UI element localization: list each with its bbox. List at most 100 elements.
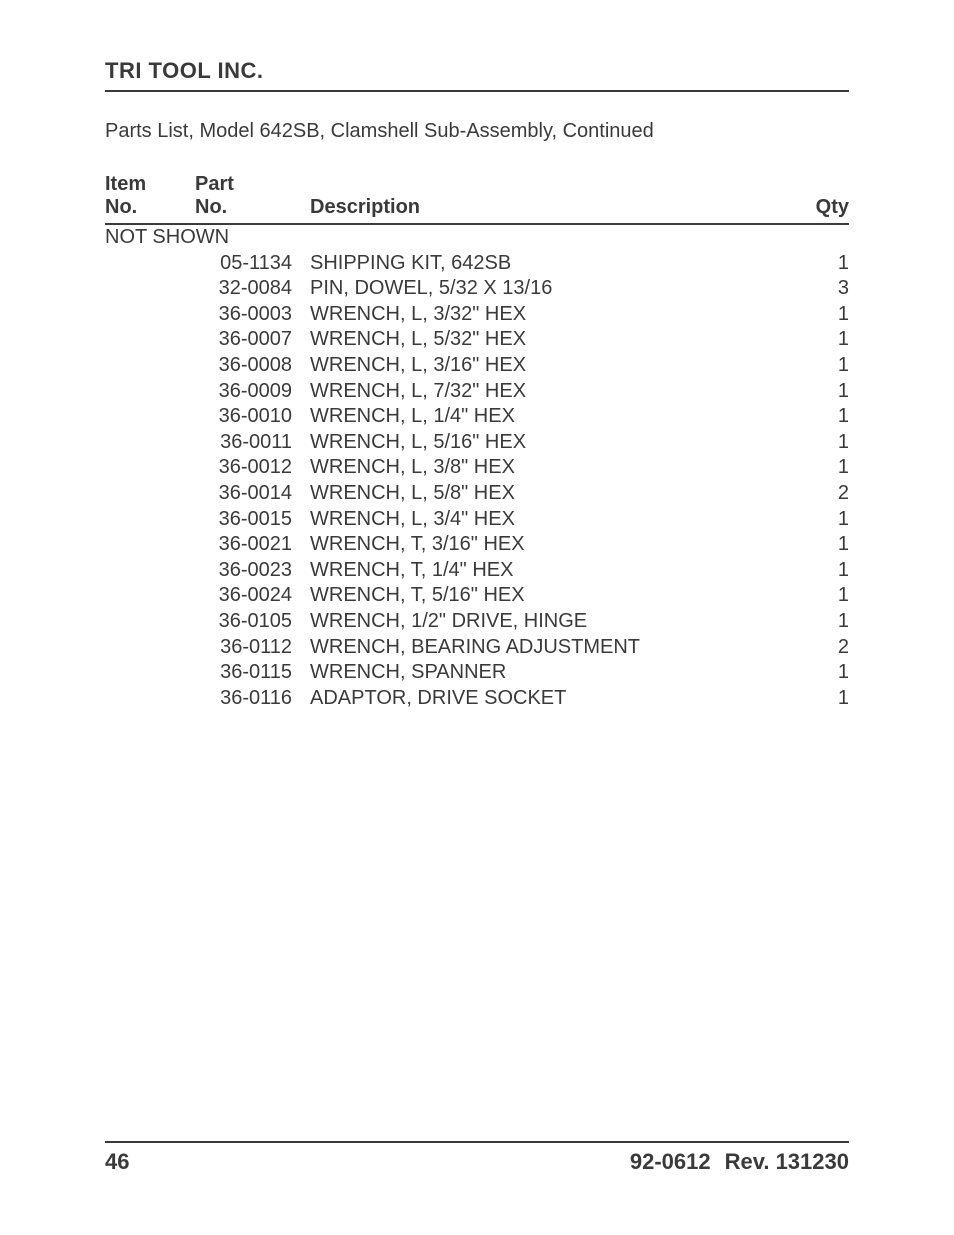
col-header-description: Description xyxy=(310,173,789,224)
cell-part-no: 36-0023 xyxy=(195,558,310,584)
cell-part-no: 36-0010 xyxy=(195,404,310,430)
table-row: 36-0011WRENCH, L, 5/16" HEX1 xyxy=(105,430,849,456)
cell-item-no xyxy=(105,635,195,661)
table-row: 36-0023WRENCH, T, 1/4" HEX1 xyxy=(105,558,849,584)
cell-part-no: 36-0008 xyxy=(195,353,310,379)
cell-description: PIN, DOWEL, 5/32 X 13/16 xyxy=(310,276,789,302)
cell-qty: 1 xyxy=(789,251,849,277)
table-row: 36-0008WRENCH, L, 3/16" HEX1 xyxy=(105,353,849,379)
cell-qty: 1 xyxy=(789,379,849,405)
cell-part-no: 36-0011 xyxy=(195,430,310,456)
cell-description: WRENCH, T, 1/4" HEX xyxy=(310,558,789,584)
table-row: 36-0112WRENCH, BEARING ADJUSTMENT2 xyxy=(105,635,849,661)
cell-qty: 1 xyxy=(789,558,849,584)
cell-item-no xyxy=(105,430,195,456)
cell-description: WRENCH, 1/2" DRIVE, HINGE xyxy=(310,609,789,635)
cell-qty: 1 xyxy=(789,455,849,481)
cell-description: WRENCH, L, 5/8" HEX xyxy=(310,481,789,507)
page-subtitle: Parts List, Model 642SB, Clamshell Sub-A… xyxy=(105,120,849,143)
section-label: NOT SHOWN xyxy=(105,224,849,251)
cell-qty: 1 xyxy=(789,609,849,635)
cell-qty: 1 xyxy=(789,430,849,456)
cell-item-no xyxy=(105,404,195,430)
cell-qty: 1 xyxy=(789,327,849,353)
cell-part-no: 36-0105 xyxy=(195,609,310,635)
cell-qty: 2 xyxy=(789,635,849,661)
col-header-part-no: Part No. xyxy=(195,173,310,224)
col-header-part-line1: Part xyxy=(195,173,234,195)
table-row: 36-0116ADAPTOR, DRIVE SOCKET1 xyxy=(105,686,849,712)
cell-qty: 1 xyxy=(789,353,849,379)
cell-item-no xyxy=(105,686,195,712)
cell-part-no: 36-0021 xyxy=(195,532,310,558)
col-header-item-line2: No. xyxy=(105,196,137,218)
parts-table: Item No. Part No. Description Qty NOT SH… xyxy=(105,173,849,711)
cell-part-no: 36-0115 xyxy=(195,660,310,686)
table-row: 05-1134SHIPPING KIT, 642SB1 xyxy=(105,251,849,277)
cell-description: WRENCH, L, 5/32" HEX xyxy=(310,327,789,353)
col-header-item-line1: Item xyxy=(105,173,146,195)
cell-description: WRENCH, BEARING ADJUSTMENT xyxy=(310,635,789,661)
cell-qty: 1 xyxy=(789,686,849,712)
cell-qty: 1 xyxy=(789,583,849,609)
cell-description: SHIPPING KIT, 642SB xyxy=(310,251,789,277)
cell-qty: 1 xyxy=(789,404,849,430)
cell-qty: 1 xyxy=(789,660,849,686)
parts-table-body: NOT SHOWN 05-1134SHIPPING KIT, 642SB132-… xyxy=(105,224,849,711)
doc-number: 92-0612 xyxy=(630,1149,711,1174)
cell-part-no: 36-0015 xyxy=(195,507,310,533)
cell-description: WRENCH, L, 3/32" HEX xyxy=(310,302,789,328)
page-footer: 46 92-0612 Rev. 131230 xyxy=(105,1141,849,1175)
page-number: 46 xyxy=(105,1149,129,1175)
cell-description: WRENCH, L, 3/16" HEX xyxy=(310,353,789,379)
cell-part-no: 36-0112 xyxy=(195,635,310,661)
cell-qty: 1 xyxy=(789,532,849,558)
cell-item-no xyxy=(105,276,195,302)
revision: Rev. 131230 xyxy=(725,1149,849,1174)
cell-part-no: 32-0084 xyxy=(195,276,310,302)
cell-item-no xyxy=(105,583,195,609)
cell-part-no: 05-1134 xyxy=(195,251,310,277)
cell-part-no: 36-0024 xyxy=(195,583,310,609)
cell-item-no xyxy=(105,327,195,353)
cell-item-no xyxy=(105,353,195,379)
cell-item-no xyxy=(105,251,195,277)
cell-item-no xyxy=(105,455,195,481)
cell-description: ADAPTOR, DRIVE SOCKET xyxy=(310,686,789,712)
company-header: TRI TOOL INC. xyxy=(105,58,849,92)
cell-part-no: 36-0116 xyxy=(195,686,310,712)
cell-qty: 2 xyxy=(789,481,849,507)
cell-description: WRENCH, T, 3/16" HEX xyxy=(310,532,789,558)
section-row: NOT SHOWN xyxy=(105,224,849,251)
cell-qty: 3 xyxy=(789,276,849,302)
table-row: 36-0010WRENCH, L, 1/4" HEX1 xyxy=(105,404,849,430)
doc-rev: 92-0612 Rev. 131230 xyxy=(616,1149,849,1175)
cell-description: WRENCH, T, 5/16" HEX xyxy=(310,583,789,609)
cell-part-no: 36-0014 xyxy=(195,481,310,507)
table-row: 36-0007WRENCH, L, 5/32" HEX1 xyxy=(105,327,849,353)
table-row: 36-0105WRENCH, 1/2" DRIVE, HINGE1 xyxy=(105,609,849,635)
cell-item-no xyxy=(105,507,195,533)
cell-item-no xyxy=(105,660,195,686)
cell-description: WRENCH, L, 1/4" HEX xyxy=(310,404,789,430)
table-row: 36-0024WRENCH, T, 5/16" HEX1 xyxy=(105,583,849,609)
cell-item-no xyxy=(105,558,195,584)
cell-part-no: 36-0009 xyxy=(195,379,310,405)
cell-description: WRENCH, L, 3/8" HEX xyxy=(310,455,789,481)
col-header-part-line2: No. xyxy=(195,196,227,218)
page: TRI TOOL INC. Parts List, Model 642SB, C… xyxy=(0,0,954,1235)
cell-description: WRENCH, L, 7/32" HEX xyxy=(310,379,789,405)
cell-description: WRENCH, SPANNER xyxy=(310,660,789,686)
table-row: 32-0084PIN, DOWEL, 5/32 X 13/163 xyxy=(105,276,849,302)
cell-part-no: 36-0003 xyxy=(195,302,310,328)
col-header-item-no: Item No. xyxy=(105,173,195,224)
cell-item-no xyxy=(105,609,195,635)
cell-qty: 1 xyxy=(789,302,849,328)
table-row: 36-0015WRENCH, L, 3/4" HEX1 xyxy=(105,507,849,533)
cell-description: WRENCH, L, 3/4" HEX xyxy=(310,507,789,533)
cell-item-no xyxy=(105,481,195,507)
cell-item-no xyxy=(105,379,195,405)
table-row: 36-0009WRENCH, L, 7/32" HEX1 xyxy=(105,379,849,405)
table-row: 36-0014WRENCH, L, 5/8" HEX2 xyxy=(105,481,849,507)
table-row: 36-0115WRENCH, SPANNER1 xyxy=(105,660,849,686)
